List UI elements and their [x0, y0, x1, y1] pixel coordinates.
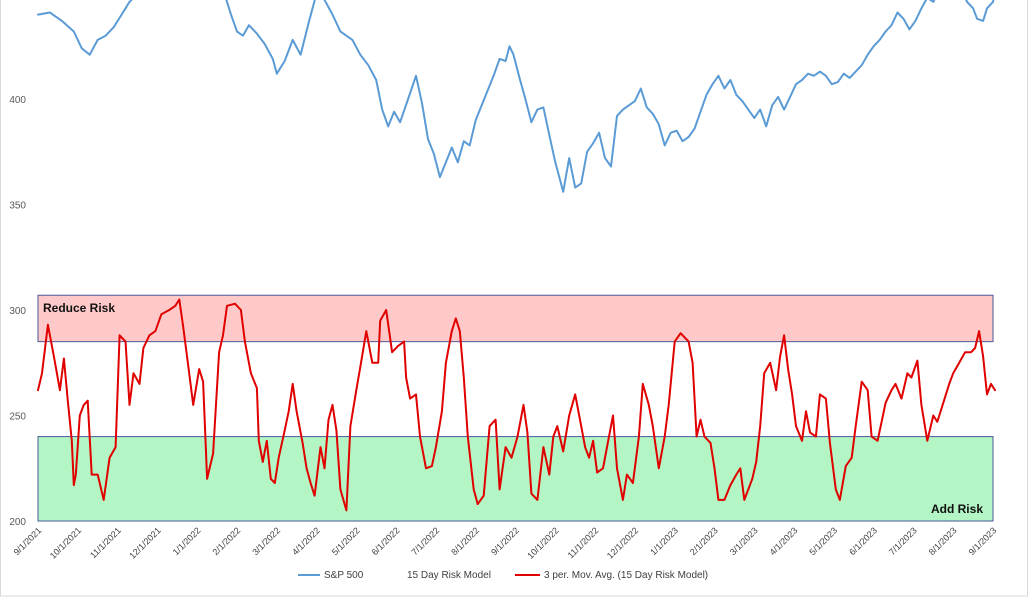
x-tick-label: 9/1/2021: [12, 525, 44, 557]
x-tick-label: 11/1/2022: [566, 525, 601, 560]
x-tick-label: 10/1/2021: [48, 525, 83, 560]
x-tick-label: 9/1/2022: [489, 525, 521, 557]
legend-label-sp500: S&P 500: [324, 570, 364, 581]
x-tick-label: 12/1/2021: [127, 525, 162, 560]
y-tick-label: 350: [9, 201, 26, 212]
x-tick-label: 5/1/2022: [330, 525, 362, 557]
x-tick-label: 6/1/2022: [370, 525, 402, 557]
band-add-risk: [37, 436, 994, 522]
x-tick-label: 2/1/2023: [688, 525, 720, 557]
x-tick-label: 1/1/2023: [648, 525, 680, 557]
series-line-sp500: [37, 0, 995, 193]
x-tick-label: 8/1/2022: [449, 525, 481, 557]
x-tick-label: 5/1/2023: [807, 525, 839, 557]
y-tick-label: 300: [9, 306, 26, 317]
series-lines: [37, 0, 996, 512]
y-tick-label: 250: [9, 412, 26, 423]
y-tick-label: 200: [9, 517, 26, 528]
y-tick-label: 400: [9, 95, 26, 106]
x-tick-label: 1/1/2022: [171, 525, 203, 557]
x-tick-label: 4/1/2023: [768, 525, 800, 557]
x-tick-label: 11/1/2021: [88, 525, 123, 560]
x-axis: 9/1/2021 10/1/2021 11/1/2021 12/1/2021 1/1/2…: [12, 525, 999, 560]
x-tick-label: 12/1/2022: [605, 525, 640, 560]
x-tick-label: 7/1/2022: [409, 525, 441, 557]
x-tick-label: 9/1/2023: [967, 525, 999, 557]
x-tick-label: 3/1/2023: [728, 525, 760, 557]
band-label-reduce-risk: Reduce Risk: [43, 301, 115, 315]
legend-label-moving-average: 3 per. Mov. Avg. (15 Day Risk Model): [544, 570, 708, 581]
x-tick-label: 2/1/2022: [211, 525, 243, 557]
band-label-add-risk: Add Risk: [931, 502, 983, 516]
x-tick-label: 3/1/2022: [250, 525, 282, 557]
y-axis: 200 250 300 350 400: [9, 95, 26, 528]
x-tick-label: 6/1/2023: [847, 525, 879, 557]
legend-label-risk-model: 15 Day Risk Model: [407, 570, 491, 581]
x-tick-label: 7/1/2023: [887, 525, 919, 557]
x-tick-label: 10/1/2022: [525, 525, 560, 560]
band-reduce-risk: [37, 294, 994, 343]
legend: S&P 500 15 Day Risk Model 3 per. Mov. Avg.…: [298, 570, 708, 581]
x-tick-label: 8/1/2023: [927, 525, 959, 557]
x-tick-label: 4/1/2022: [290, 525, 322, 557]
series-line-moving-average: [37, 298, 996, 512]
